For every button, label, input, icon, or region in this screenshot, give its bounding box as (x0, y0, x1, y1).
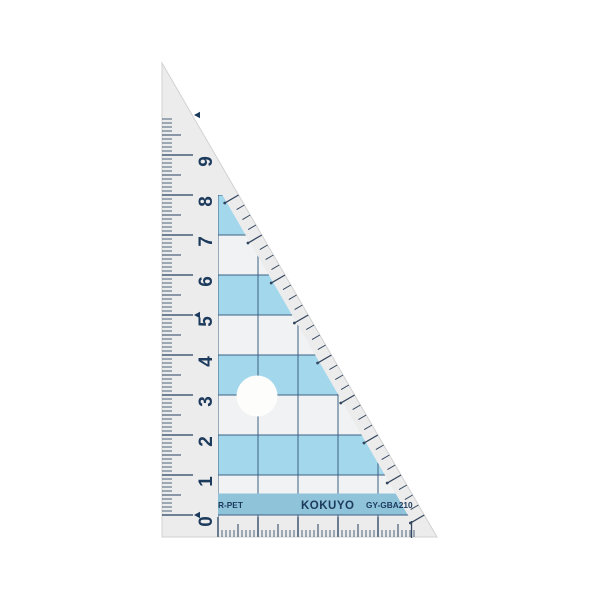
svg-text:GY-GBA210: GY-GBA210 (366, 500, 413, 510)
svg-text:6: 6 (196, 276, 217, 287)
svg-text:9: 9 (196, 156, 217, 167)
svg-text:KOKUYO: KOKUYO (301, 500, 354, 512)
svg-text:4: 4 (196, 356, 217, 367)
svg-text:0: 0 (196, 516, 217, 527)
svg-text:2: 2 (196, 436, 217, 447)
svg-text:1: 1 (196, 476, 217, 487)
svg-text:7: 7 (196, 236, 217, 247)
svg-text:3: 3 (196, 396, 217, 407)
svg-text:8: 8 (196, 196, 217, 207)
svg-text:R-PET: R-PET (218, 500, 243, 510)
